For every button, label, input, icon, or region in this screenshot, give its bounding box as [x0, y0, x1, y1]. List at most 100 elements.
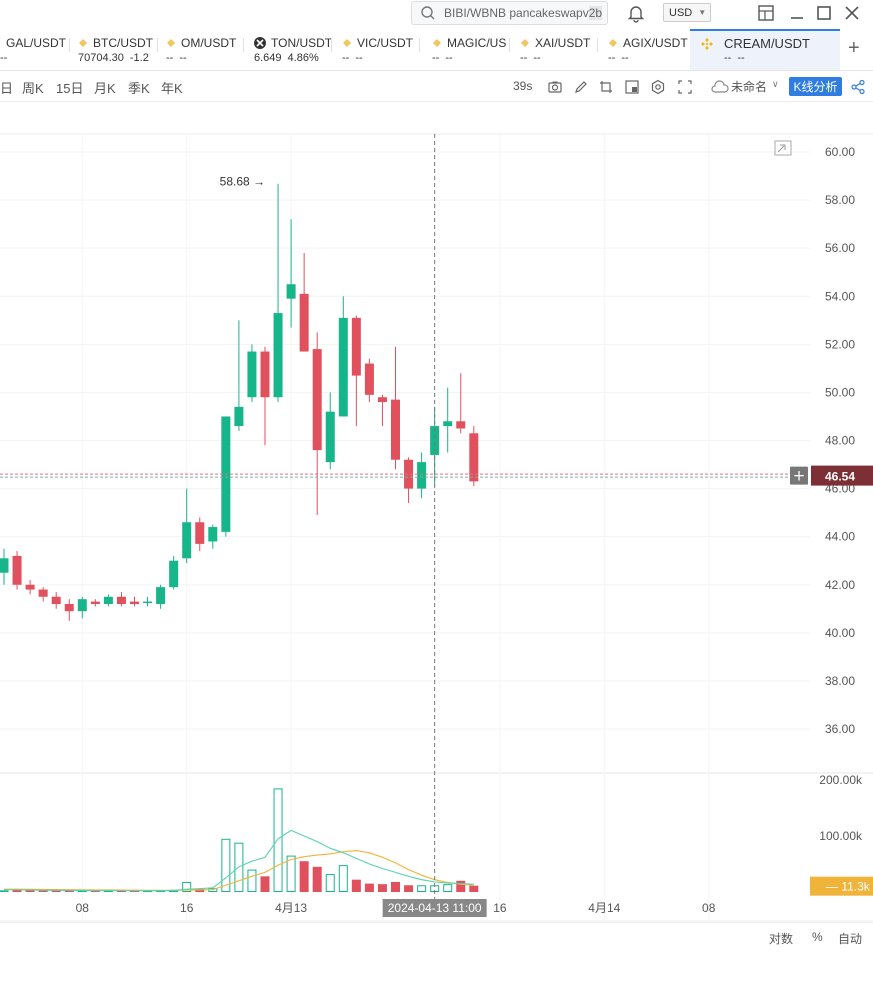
volume-bar [247, 869, 257, 892]
price-tick-label: 48.00 [825, 434, 855, 448]
current-price-label: 46.54 [825, 470, 855, 484]
volume-bar [156, 890, 166, 893]
tab-price: -- [342, 52, 350, 64]
camera-icon[interactable] [547, 79, 563, 95]
current-price-badge [811, 465, 873, 486]
candle-body [0, 558, 9, 573]
price-tick-label: 60.00 [825, 145, 855, 159]
timeframe-week[interactable]: 周K [22, 81, 44, 96]
volume-tick-label: 100.00k [819, 829, 863, 843]
volume-bar [325, 874, 335, 893]
volume-bar [143, 890, 153, 892]
crosshair-time-badge [382, 899, 487, 917]
tab-xai-usdt[interactable]: XAI/USDT -- -- [510, 29, 598, 70]
timeframe-15d[interactable]: 15日 [56, 81, 84, 96]
volume-ma-long-line [4, 850, 474, 891]
add-tab-button[interactable]: + [848, 37, 860, 59]
tab-price: -- [724, 52, 732, 64]
candle-body [195, 522, 205, 544]
tab-change: -- [737, 52, 745, 64]
search-text: BIBI/WBNB pancakeswapv2b [444, 6, 603, 20]
timeframe-month[interactable]: 月K [94, 81, 116, 96]
timeframe-day[interactable]: 日 [0, 81, 14, 96]
tab-change: -1.2 [129, 52, 149, 64]
volume-bar [169, 889, 179, 893]
share-icon[interactable] [850, 79, 866, 95]
snap-window-icon[interactable] [756, 3, 776, 23]
candle-body [64, 603, 74, 612]
volume-bar [312, 866, 322, 892]
currency-select[interactable]: USD ▼ [663, 3, 711, 22]
tab-cream-usdt[interactable]: CREAM/USDT -- -- [690, 29, 840, 70]
maximize-icon[interactable] [814, 3, 834, 23]
candle-body [351, 317, 361, 376]
diamond-icon [167, 39, 175, 47]
price-tick-label: 42.00 [825, 578, 855, 592]
time-tick-label: 16 [493, 901, 507, 915]
candle-body [169, 560, 179, 588]
percent-scale-toggle[interactable]: % [812, 930, 823, 944]
volume-bar [364, 883, 374, 892]
gear-icon[interactable] [650, 79, 666, 95]
tab-magic-usdt[interactable]: MAGIC/US -- -- [420, 29, 510, 70]
chart-footer: 对数 % 自动 [0, 922, 873, 952]
template-icon[interactable] [624, 79, 640, 95]
price-tick-label: 36.00 [825, 722, 855, 736]
volume-bar [221, 838, 231, 892]
volume-bar [208, 888, 218, 893]
layout-name[interactable]: 未命名 [731, 80, 768, 94]
candle-body [338, 317, 348, 417]
time-tick-label: 4月13 [275, 901, 307, 915]
tab-name: MAGIC/US [447, 36, 507, 50]
timeframe-year[interactable]: 年K [161, 81, 183, 96]
tab-change: -- [179, 52, 187, 64]
tab-btc-usdt[interactable]: BTC/USDT 70704.30 -1.2 [70, 29, 158, 70]
candle-body [143, 601, 153, 604]
close-icon[interactable] [842, 3, 862, 23]
volume-bar [469, 885, 479, 892]
tab-name: BTC/USDT [93, 36, 153, 50]
log-scale-toggle[interactable]: 对数 [769, 932, 794, 946]
candle-body [51, 596, 61, 604]
fullscreen-icon[interactable] [677, 79, 693, 95]
candle-body [273, 313, 283, 398]
tab-om-usdt[interactable]: OM/USDT -- -- [158, 29, 244, 70]
chevron-down-icon[interactable]: ∨ [772, 79, 779, 89]
auto-scale-toggle[interactable]: 自动 [838, 932, 863, 946]
price-tick-label: 58.00 [825, 193, 855, 207]
price-tick-label: 52.00 [825, 337, 855, 351]
binance-icon [701, 37, 713, 50]
tab-name: VIC/USDT [357, 36, 414, 50]
candle-body [12, 555, 22, 585]
candle-body [430, 426, 440, 455]
tab-vic-usdt[interactable]: VIC/USDT -- -- [332, 29, 420, 70]
tab-gal-usdt[interactable]: GAL/USDT -- [0, 29, 70, 70]
volume-bar [273, 788, 283, 893]
minimize-icon[interactable] [787, 3, 807, 23]
candle-body [90, 601, 100, 604]
candle-body [443, 421, 453, 427]
pencil-icon[interactable] [573, 79, 589, 95]
timeframe-quarter[interactable]: 季K [128, 81, 150, 96]
candle-body [325, 411, 335, 463]
crop-icon[interactable] [598, 79, 614, 95]
symbol-tabs: GAL/USDT -- BTC/USDT 70704.30 -1.2 OM/USD… [0, 29, 873, 71]
tab-ton-usdt[interactable]: TON/USDT 6.649 4.86% [244, 29, 332, 70]
tab-agix-usdt[interactable]: AGIX/USDT -- -- [598, 29, 690, 70]
candle-body [417, 462, 427, 489]
volume-bar [90, 890, 100, 892]
time-tick-label: 08 [76, 901, 90, 915]
search-input[interactable]: BIBI/WBNB pancakeswapv2b [411, 1, 608, 25]
volume-bar [351, 879, 361, 892]
diamond-icon [343, 39, 351, 47]
price-tick-label: 54.00 [825, 289, 855, 303]
candle-body [38, 589, 48, 597]
diamond-icon [609, 39, 617, 47]
kline-analysis-button[interactable]: K线分析 [789, 77, 842, 96]
volume-bar [77, 890, 87, 892]
volume-bar [103, 890, 113, 892]
tab-price: 70704.30 [78, 52, 124, 64]
bell-icon[interactable] [626, 3, 646, 23]
candle-body [286, 284, 296, 299]
